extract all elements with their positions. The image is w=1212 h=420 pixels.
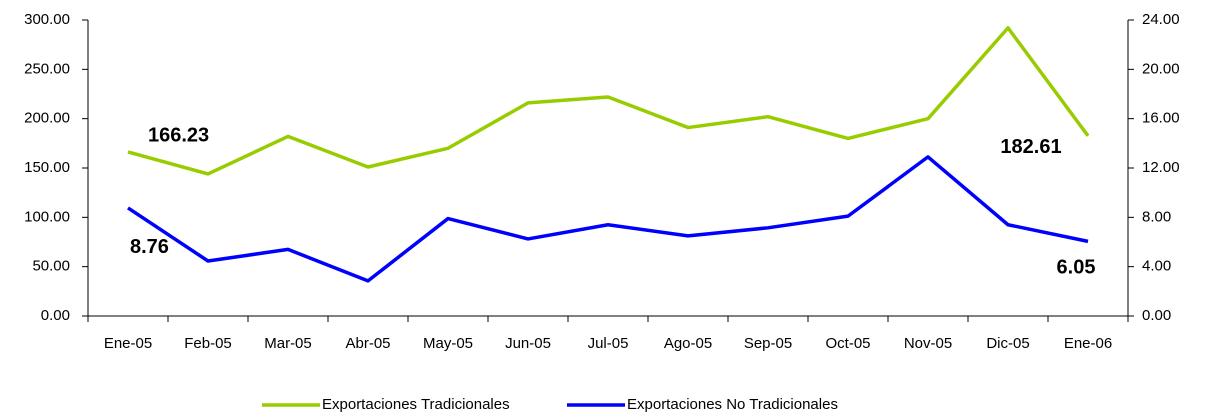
x-tick-label: Sep-05 bbox=[744, 335, 792, 352]
x-tick-label: Oct-05 bbox=[825, 335, 870, 352]
value-label: 182.61 bbox=[1000, 136, 1061, 158]
x-tick-label: Ene-05 bbox=[104, 335, 152, 352]
y2-tick-label: 4.00 bbox=[1142, 258, 1171, 275]
y2-tick-label: 16.00 bbox=[1142, 110, 1180, 127]
y-tick-label: 150.00 bbox=[24, 159, 70, 176]
x-tick-label: Feb-05 bbox=[184, 335, 232, 352]
x-tick-label: Ago-05 bbox=[664, 335, 712, 352]
series-line bbox=[127, 26, 1090, 176]
y2-tick-label: 0.00 bbox=[1142, 307, 1171, 324]
legend-label: Exportaciones Tradicionales bbox=[322, 396, 510, 413]
y2-tick-label: 20.00 bbox=[1142, 60, 1180, 77]
x-tick-label: Dic-05 bbox=[986, 335, 1029, 352]
y2-tick-label: 8.00 bbox=[1142, 208, 1171, 225]
x-tick-label: Abr-05 bbox=[345, 335, 390, 352]
x-tick-label: May-05 bbox=[423, 335, 473, 352]
y-tick-label: 0.00 bbox=[41, 307, 70, 324]
x-tick-label: Jun-05 bbox=[505, 335, 551, 352]
legend-label: Exportaciones No Tradicionales bbox=[627, 396, 838, 413]
x-tick-label: Jul-05 bbox=[588, 335, 629, 352]
value-label: 166.23 bbox=[148, 124, 209, 146]
value-label: 8.76 bbox=[130, 236, 169, 258]
y2-tick-label: 12.00 bbox=[1142, 159, 1180, 176]
y-tick-label: 300.00 bbox=[24, 11, 70, 28]
y-tick-label: 50.00 bbox=[32, 258, 70, 275]
y-tick-label: 100.00 bbox=[24, 208, 70, 225]
value-label: 6.05 bbox=[1057, 257, 1096, 279]
y-tick-label: 200.00 bbox=[24, 110, 70, 127]
y-tick-label: 250.00 bbox=[24, 60, 70, 77]
x-tick-label: Nov-05 bbox=[904, 335, 952, 352]
x-tick-label: Ene-06 bbox=[1064, 335, 1112, 352]
x-tick-label: Mar-05 bbox=[264, 335, 312, 352]
y2-tick-label: 24.00 bbox=[1142, 11, 1180, 28]
series-line bbox=[127, 155, 1089, 283]
